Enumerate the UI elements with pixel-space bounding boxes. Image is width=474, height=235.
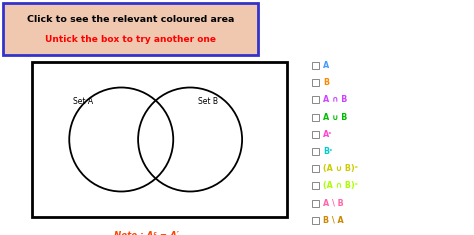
Text: A ∪ B: A ∪ B xyxy=(323,113,347,121)
FancyBboxPatch shape xyxy=(312,148,319,155)
FancyBboxPatch shape xyxy=(312,114,319,121)
Text: Untick the box to try another one: Untick the box to try another one xyxy=(45,35,216,44)
Text: Set A: Set A xyxy=(73,98,93,106)
Text: Bᶜ: Bᶜ xyxy=(323,147,332,156)
Text: A: A xyxy=(323,61,329,70)
FancyBboxPatch shape xyxy=(312,182,319,189)
Text: Note : Aᶜ = A′: Note : Aᶜ = A′ xyxy=(114,231,179,235)
Text: B: B xyxy=(323,78,329,87)
FancyBboxPatch shape xyxy=(3,3,258,55)
Text: Aᶜ: Aᶜ xyxy=(323,130,332,139)
FancyBboxPatch shape xyxy=(32,62,287,217)
Text: (A ∪ B)ᶜ: (A ∪ B)ᶜ xyxy=(323,164,358,173)
Text: (A ∩ B)ᶜ: (A ∩ B)ᶜ xyxy=(323,181,358,190)
FancyBboxPatch shape xyxy=(312,62,319,69)
FancyBboxPatch shape xyxy=(312,96,319,103)
Text: Set B: Set B xyxy=(198,98,218,106)
FancyBboxPatch shape xyxy=(312,131,319,138)
Text: B \ A: B \ A xyxy=(323,216,344,225)
Text: A \ B: A \ B xyxy=(323,199,344,208)
FancyBboxPatch shape xyxy=(312,79,319,86)
Text: Click to see the relevant coloured area: Click to see the relevant coloured area xyxy=(27,15,234,24)
FancyBboxPatch shape xyxy=(312,200,319,207)
FancyBboxPatch shape xyxy=(312,217,319,224)
Text: A ∩ B: A ∩ B xyxy=(323,95,347,104)
FancyBboxPatch shape xyxy=(312,165,319,172)
